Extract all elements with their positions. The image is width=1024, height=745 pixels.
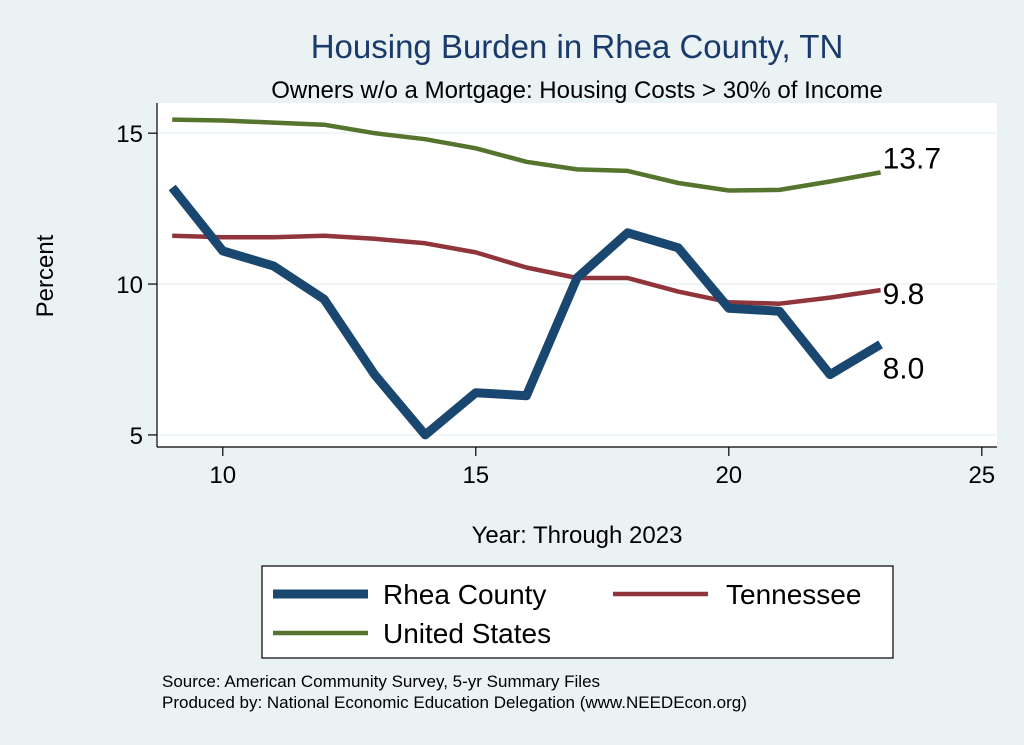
chart-subtitle: Owners w/o a Mortgage: Housing Costs > 3…: [271, 77, 883, 104]
end-label-rhea-county: 8.0: [883, 352, 925, 385]
axes: [156, 103, 997, 448]
x-axis-label: Year: Through 2023: [472, 522, 683, 549]
x-ticks: 10 15 20 25: [209, 447, 995, 489]
x-tick-label-25: 25: [968, 462, 995, 489]
series-line-tennessee: [172, 233, 881, 306]
legend: Rhea County Tennessee United States: [261, 565, 894, 659]
y-axis-label: Percent: [32, 234, 59, 317]
end-label-united-states: 13.7: [883, 142, 941, 175]
x-tick-label-15: 15: [462, 462, 489, 489]
y-tick-label-10: 10: [116, 272, 143, 299]
end-labels: 8.0 9.8 13.7: [883, 142, 941, 385]
legend-label-united-states: United States: [383, 618, 551, 649]
x-tick-label-20: 20: [715, 462, 742, 489]
chart-title: Housing Burden in Rhea County, TN: [311, 28, 844, 65]
series-line-united-states: [172, 117, 881, 193]
y-tick-label-15: 15: [116, 121, 143, 148]
y-tick-label-5: 5: [130, 423, 143, 450]
end-label-tennessee: 9.8: [883, 278, 925, 311]
series-lines: [168, 117, 883, 440]
source-note: Source: American Community Survey, 5-yr …: [162, 672, 600, 691]
producer-note: Produced by: National Economic Education…: [162, 693, 747, 712]
legend-box: [261, 565, 894, 659]
x-tick-label-10: 10: [209, 462, 236, 489]
legend-label-tennessee: Tennessee: [726, 579, 861, 610]
legend-label-rhea-county: Rhea County: [383, 579, 546, 610]
y-ticks: 5 10 15: [116, 121, 157, 450]
series-line-rhea-county: [168, 184, 883, 440]
